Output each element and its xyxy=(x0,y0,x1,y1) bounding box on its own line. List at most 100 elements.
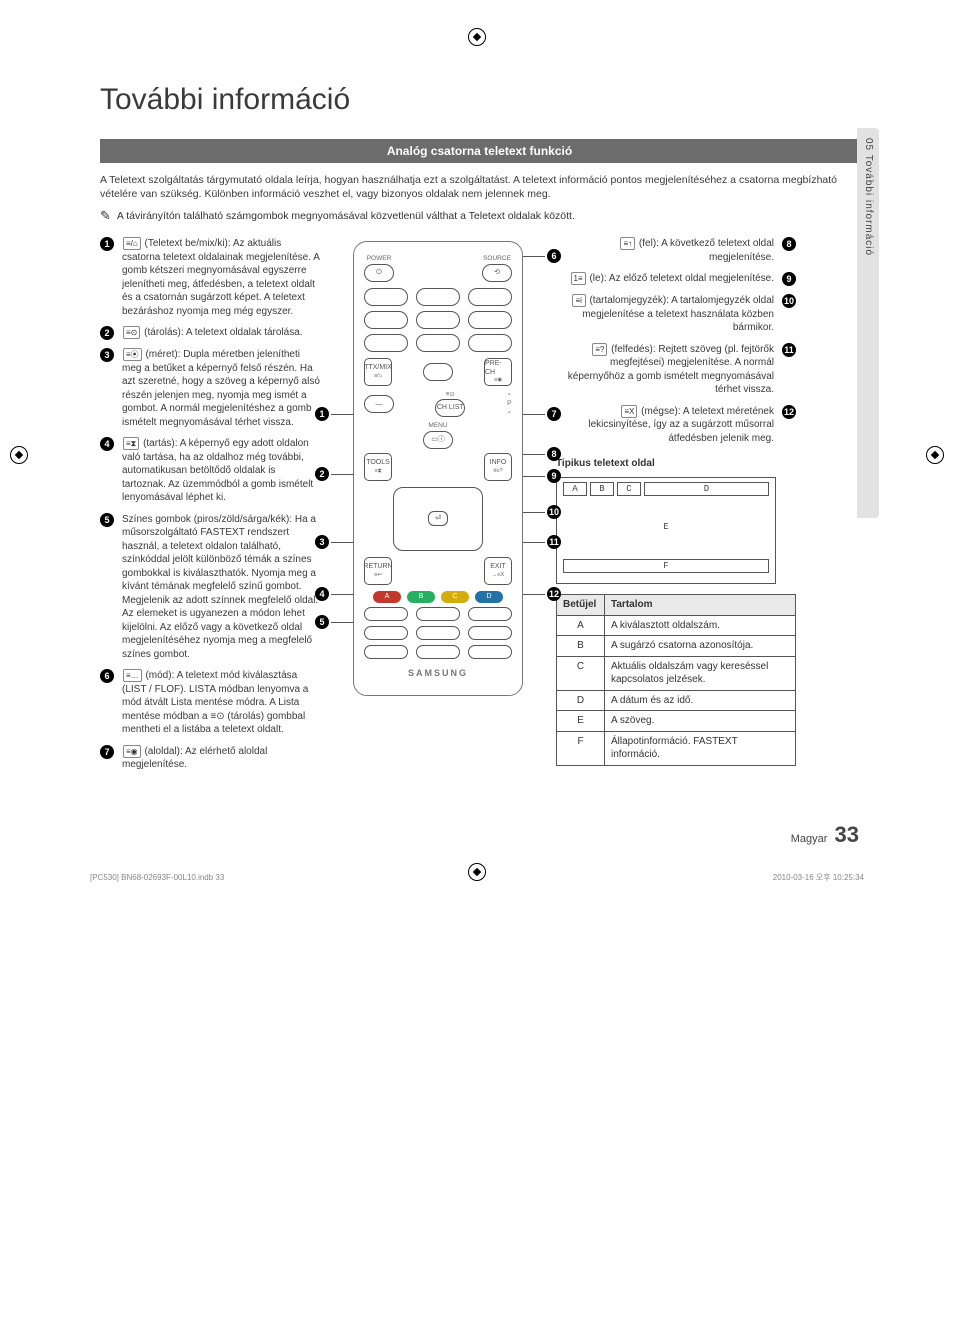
note-icon: ✎ xyxy=(100,209,111,222)
list-item: ≡? (felfedés): Rejtett szöveg (pl. fejtö… xyxy=(556,343,796,397)
num-button[interactable] xyxy=(364,334,408,352)
key-icon: ≡X xyxy=(621,405,637,418)
callout: 5 xyxy=(315,615,353,629)
footer-lang: Magyar xyxy=(791,833,828,845)
num-button[interactable] xyxy=(364,288,408,306)
teletext-diagram-title: Tipikus teletext oldal xyxy=(556,457,796,471)
callout: 4 xyxy=(315,587,353,601)
page-title: További információ xyxy=(100,80,859,121)
color-c-button[interactable]: C xyxy=(441,591,469,603)
info-button[interactable]: INFOi/≡? xyxy=(484,453,512,481)
key-icon: ≡⦿ xyxy=(123,348,142,361)
menu-label: MENU xyxy=(428,423,447,430)
side-tab: 05 További információ xyxy=(857,128,879,518)
media-button[interactable] xyxy=(416,645,460,659)
callout: 3 xyxy=(315,535,353,549)
num-button[interactable] xyxy=(468,334,512,352)
p-label: P xyxy=(507,401,511,408)
color-a-button[interactable]: A xyxy=(373,591,401,603)
note-text: A távirányítón található számgombok megn… xyxy=(117,209,575,223)
num-badge: 5 xyxy=(100,513,114,527)
num-button[interactable] xyxy=(416,288,460,306)
media-button[interactable] xyxy=(416,626,460,640)
return-button[interactable]: RETURN≡↩ xyxy=(364,557,392,585)
chlist-button[interactable]: CH LIST xyxy=(435,399,465,417)
source-button[interactable]: ⟲ xyxy=(482,264,512,282)
num-badge: 11 xyxy=(782,343,796,357)
num-badge: 9 xyxy=(782,272,796,286)
num-badge: 12 xyxy=(782,405,796,419)
tt-label-e: E xyxy=(563,499,769,555)
callout: 10 xyxy=(523,505,561,519)
num-button[interactable] xyxy=(416,311,460,329)
num-badge: 6 xyxy=(100,669,114,683)
tools-button[interactable]: TOOLS≡⧗ xyxy=(364,453,392,481)
num-badge: 10 xyxy=(782,294,796,308)
list-item: ≡X (mégse): A teletext méretének lekicsi… xyxy=(556,405,796,446)
tt-label-a: A xyxy=(563,482,587,496)
callout: 11 xyxy=(523,535,561,549)
callout: 2 xyxy=(315,467,353,481)
callout: 6 xyxy=(523,249,561,263)
tt-label-c: C xyxy=(617,482,641,496)
color-d-button[interactable]: D xyxy=(475,591,503,603)
key-icon: ≡… xyxy=(123,669,142,682)
num-button[interactable] xyxy=(423,363,453,381)
ttx-button[interactable]: TTX/MIX≡/⌂ xyxy=(364,358,392,386)
key-icon: ≡◉ xyxy=(123,745,141,758)
num-badge: 1 xyxy=(100,237,114,251)
num-button[interactable] xyxy=(416,334,460,352)
tt-label-f: F xyxy=(563,559,769,573)
vol-button[interactable]: — xyxy=(364,395,394,413)
remote-diagram: 1 2 3 4 5 6 7 8 9 10 11 12 POWER⏻ SOURCE… xyxy=(353,237,523,696)
media-button[interactable] xyxy=(416,607,460,621)
key-icon: ≡i xyxy=(572,294,586,307)
media-button[interactable] xyxy=(364,626,408,640)
footer-page-number: 33 xyxy=(835,822,859,847)
list-item: 5Színes gombok (piros/zöld/sárga/kék): H… xyxy=(100,513,320,662)
num-badge: 2 xyxy=(100,326,114,340)
key-icon: ≡? xyxy=(592,343,607,356)
color-b-button[interactable]: B xyxy=(407,591,435,603)
table-header-key: Betűjel xyxy=(557,595,605,616)
key-icon: 1≡ xyxy=(571,272,586,285)
left-list: 1≡/⌂ (Teletext be/mix/ki): Az aktuális c… xyxy=(100,237,320,780)
key-icon: ≡⊙ xyxy=(123,326,140,339)
callout: 12 xyxy=(523,587,561,601)
media-button[interactable] xyxy=(468,626,512,640)
key-icon: ≡/⌂ xyxy=(123,237,141,250)
callout: 8 xyxy=(523,447,561,461)
page-footer: Magyar 33 xyxy=(100,820,859,850)
print-timestamp: 2010-03-16 오후 10:25:34 xyxy=(773,873,864,884)
media-button[interactable] xyxy=(364,645,408,659)
print-filename: [PC530] BN68-02693F-00L10.indb 33 xyxy=(90,873,224,884)
table-row: Betűjel Tartalom xyxy=(557,595,796,616)
ok-button[interactable]: ⏎ xyxy=(428,511,448,526)
dpad[interactable]: ⏎ xyxy=(393,487,483,551)
list-item: 1≡ (le): Az előző teletext oldal megjele… xyxy=(556,272,796,286)
tt-label-d: D xyxy=(644,482,769,496)
media-button[interactable] xyxy=(468,607,512,621)
power-button[interactable]: ⏻ xyxy=(364,264,394,282)
list-item: 2≡⊙ (tárolás): A teletext oldalak tárolá… xyxy=(100,326,320,340)
num-button[interactable] xyxy=(364,311,408,329)
legend-table: Betűjel Tartalom AA kiválasztott oldalsz… xyxy=(556,594,796,766)
list-item: 1≡/⌂ (Teletext be/mix/ki): Az aktuális c… xyxy=(100,237,320,318)
prech-button[interactable]: PRE-CH≡◉ xyxy=(484,358,512,386)
side-tab-label: 05 További információ xyxy=(861,138,875,256)
list-item: ≡i (tartalomjegyzék): A tartalomjegyzék … xyxy=(556,294,796,335)
menu-button[interactable]: ▭ⓘ xyxy=(423,431,453,449)
num-button[interactable] xyxy=(468,311,512,329)
media-button[interactable] xyxy=(364,607,408,621)
teletext-diagram: A B C D E F xyxy=(556,477,776,584)
right-list: ≡↑ (fel): A következő teletext oldal meg… xyxy=(556,237,796,765)
exit-button[interactable]: EXIT→≡X xyxy=(484,557,512,585)
num-badge: 7 xyxy=(100,745,114,759)
media-button[interactable] xyxy=(468,645,512,659)
num-button[interactable] xyxy=(468,288,512,306)
table-row: EA szöveg. xyxy=(557,711,796,732)
source-label: SOURCE xyxy=(483,256,511,263)
table-row: DA dátum és az idő. xyxy=(557,690,796,711)
brand-label: SAMSUNG xyxy=(364,667,512,679)
key-icon: ≡↑ xyxy=(620,237,635,250)
